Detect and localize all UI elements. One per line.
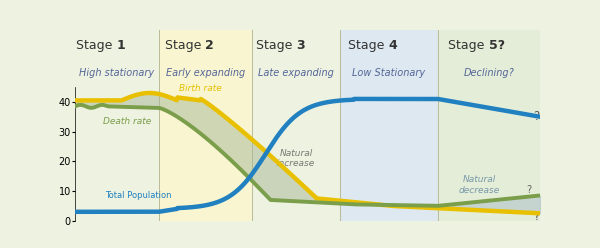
Text: Early expanding: Early expanding xyxy=(166,68,245,78)
Text: Stage: Stage xyxy=(76,39,117,52)
Text: Late expanding: Late expanding xyxy=(258,68,334,78)
Text: ?: ? xyxy=(533,210,539,223)
Text: Total Population: Total Population xyxy=(105,191,172,200)
Bar xyxy=(340,87,438,221)
Bar xyxy=(340,30,438,87)
Text: 5?: 5? xyxy=(489,39,505,52)
Text: 4: 4 xyxy=(389,39,398,52)
Text: Stage: Stage xyxy=(448,39,489,52)
Bar xyxy=(75,30,158,87)
Bar xyxy=(158,30,252,87)
Bar xyxy=(158,87,252,221)
Text: Low Stationary: Low Stationary xyxy=(352,68,425,78)
Bar xyxy=(438,87,540,221)
Text: 3: 3 xyxy=(296,39,305,52)
Bar xyxy=(75,87,158,221)
Text: ?: ? xyxy=(533,110,539,123)
Text: ?: ? xyxy=(527,185,532,194)
Bar xyxy=(252,30,340,87)
Text: Stage: Stage xyxy=(165,39,205,52)
Text: Declining?: Declining? xyxy=(463,68,514,78)
Text: Natural
decrease: Natural decrease xyxy=(459,175,500,195)
Text: Stage: Stage xyxy=(349,39,389,52)
Text: Natural
increase: Natural increase xyxy=(277,149,315,168)
Text: High stationary: High stationary xyxy=(79,68,154,78)
Bar xyxy=(252,87,340,221)
Text: Birth rate: Birth rate xyxy=(179,84,222,93)
Text: 1: 1 xyxy=(117,39,125,52)
Text: 2: 2 xyxy=(205,39,214,52)
Bar xyxy=(438,30,540,87)
Text: Stage: Stage xyxy=(256,39,296,52)
Text: Death rate: Death rate xyxy=(103,117,151,126)
